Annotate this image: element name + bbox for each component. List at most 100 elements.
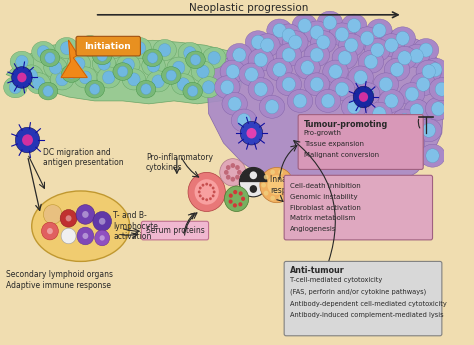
Ellipse shape — [4, 77, 27, 98]
Ellipse shape — [373, 73, 399, 96]
Circle shape — [233, 203, 237, 208]
Circle shape — [93, 211, 111, 231]
Circle shape — [197, 65, 209, 78]
Text: Genomic instability: Genomic instability — [290, 194, 357, 200]
Circle shape — [239, 167, 267, 197]
Circle shape — [321, 94, 335, 108]
Circle shape — [264, 175, 268, 179]
Circle shape — [61, 228, 76, 244]
Ellipse shape — [420, 144, 445, 167]
Ellipse shape — [276, 43, 301, 66]
Ellipse shape — [78, 36, 102, 57]
Circle shape — [224, 186, 249, 211]
Ellipse shape — [379, 34, 404, 57]
Text: Pro-inflammatory
cytokines: Pro-inflammatory cytokines — [146, 153, 213, 172]
Circle shape — [82, 211, 89, 218]
Circle shape — [158, 43, 171, 57]
Circle shape — [220, 159, 246, 186]
Ellipse shape — [19, 65, 43, 86]
Ellipse shape — [62, 65, 81, 82]
Ellipse shape — [32, 191, 130, 262]
Circle shape — [264, 191, 268, 196]
Circle shape — [98, 57, 110, 70]
Ellipse shape — [172, 74, 195, 95]
Ellipse shape — [341, 95, 367, 118]
Circle shape — [317, 35, 330, 49]
Circle shape — [282, 28, 295, 42]
Circle shape — [417, 77, 430, 91]
Ellipse shape — [191, 61, 215, 82]
Ellipse shape — [162, 67, 181, 84]
Circle shape — [293, 94, 307, 108]
Ellipse shape — [248, 48, 273, 71]
Circle shape — [194, 179, 219, 205]
Circle shape — [16, 55, 28, 68]
Circle shape — [278, 170, 283, 175]
Circle shape — [201, 184, 204, 187]
Circle shape — [270, 196, 275, 200]
Ellipse shape — [317, 11, 343, 34]
Ellipse shape — [399, 131, 425, 155]
Circle shape — [285, 175, 290, 179]
Ellipse shape — [323, 60, 348, 83]
Circle shape — [188, 86, 198, 97]
Ellipse shape — [38, 82, 58, 100]
Ellipse shape — [142, 55, 165, 76]
Circle shape — [198, 190, 201, 194]
Circle shape — [419, 43, 433, 57]
Ellipse shape — [315, 89, 341, 112]
Text: Fibroblast activation: Fibroblast activation — [290, 205, 361, 211]
Ellipse shape — [113, 63, 133, 80]
Polygon shape — [239, 167, 267, 182]
Circle shape — [212, 187, 215, 189]
Circle shape — [188, 172, 225, 211]
Circle shape — [410, 104, 423, 118]
Circle shape — [260, 167, 293, 203]
Ellipse shape — [55, 38, 79, 59]
Ellipse shape — [304, 43, 329, 66]
Circle shape — [261, 183, 266, 188]
Ellipse shape — [231, 109, 257, 132]
Circle shape — [25, 69, 37, 82]
Circle shape — [230, 177, 235, 182]
Ellipse shape — [50, 69, 74, 90]
Circle shape — [141, 84, 151, 95]
Circle shape — [405, 136, 419, 150]
Circle shape — [128, 73, 140, 86]
Circle shape — [76, 205, 95, 224]
Circle shape — [73, 57, 85, 70]
Ellipse shape — [410, 73, 436, 96]
Ellipse shape — [248, 78, 273, 101]
Ellipse shape — [73, 67, 97, 88]
Circle shape — [237, 114, 251, 128]
Circle shape — [278, 196, 283, 200]
Circle shape — [298, 19, 311, 32]
Text: Matrix metabolism: Matrix metabolism — [290, 215, 355, 221]
Circle shape — [65, 215, 72, 221]
Ellipse shape — [416, 119, 442, 142]
Text: Innate immune
response: Innate immune response — [270, 175, 328, 195]
Ellipse shape — [276, 24, 301, 47]
Circle shape — [122, 58, 135, 71]
Circle shape — [230, 163, 235, 168]
Ellipse shape — [425, 97, 451, 120]
Circle shape — [329, 65, 342, 79]
Ellipse shape — [292, 14, 318, 37]
Circle shape — [15, 127, 40, 153]
Circle shape — [345, 38, 358, 52]
Ellipse shape — [338, 34, 364, 57]
Circle shape — [47, 228, 53, 234]
Circle shape — [379, 77, 392, 91]
Circle shape — [60, 209, 77, 227]
Polygon shape — [6, 40, 246, 104]
Ellipse shape — [329, 78, 355, 101]
Circle shape — [12, 67, 32, 88]
Text: Tissue expansion: Tissue expansion — [304, 141, 364, 147]
Ellipse shape — [283, 31, 308, 54]
Circle shape — [347, 19, 361, 32]
Text: Malignant conversion: Malignant conversion — [304, 152, 379, 158]
Circle shape — [240, 121, 263, 145]
Circle shape — [335, 27, 349, 41]
Circle shape — [287, 183, 292, 188]
Circle shape — [250, 171, 257, 179]
